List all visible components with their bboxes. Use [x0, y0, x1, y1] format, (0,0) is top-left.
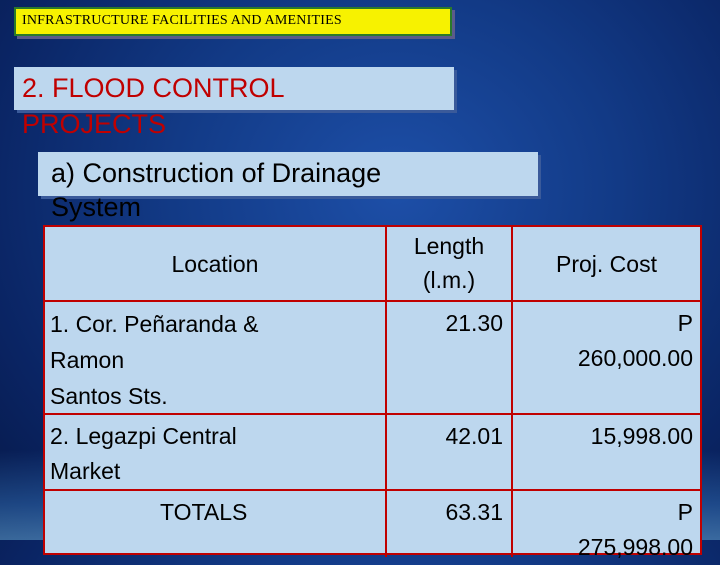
- header-title: INFRASTRUCTURE FACILITIES AND AMENITIES: [22, 13, 342, 28]
- table-divider-2: [511, 227, 513, 557]
- header-banner: [14, 7, 452, 36]
- subsection-title-box: [38, 152, 538, 196]
- totals-label: TOTALS: [160, 499, 248, 525]
- table-row-divider-1: [45, 413, 700, 415]
- totals-cost: P 275,998.00: [577, 499, 693, 560]
- row-2-length: 42.01: [445, 423, 503, 449]
- table-divider-1: [385, 227, 387, 557]
- header-location: Location: [171, 251, 259, 277]
- section-title: 2. FLOOD CONTROL PROJECTS: [22, 73, 285, 139]
- totals-length: 63.31: [445, 499, 503, 525]
- table-header-divider: [45, 300, 700, 302]
- projects-table: Location Length (l.m.) Proj. Cost 1. Cor…: [43, 225, 702, 560]
- header-length: Length (l.m.): [413, 233, 485, 293]
- row-1-location: 1. Cor. Peñaranda & Ramon Santos Sts.: [50, 311, 259, 409]
- section-title-box: [14, 67, 454, 110]
- row-1-length: 21.30: [445, 310, 503, 336]
- row-2-cost: 15,998.00: [590, 423, 693, 449]
- row-2-location: 2. Legazpi Central Market: [50, 423, 237, 484]
- header-cost: Proj. Cost: [556, 251, 657, 277]
- subsection-title: a) Construction of Drainage System: [51, 158, 382, 222]
- row-1-cost: P 260,000.00: [577, 310, 693, 371]
- table-row-divider-2: [45, 489, 700, 491]
